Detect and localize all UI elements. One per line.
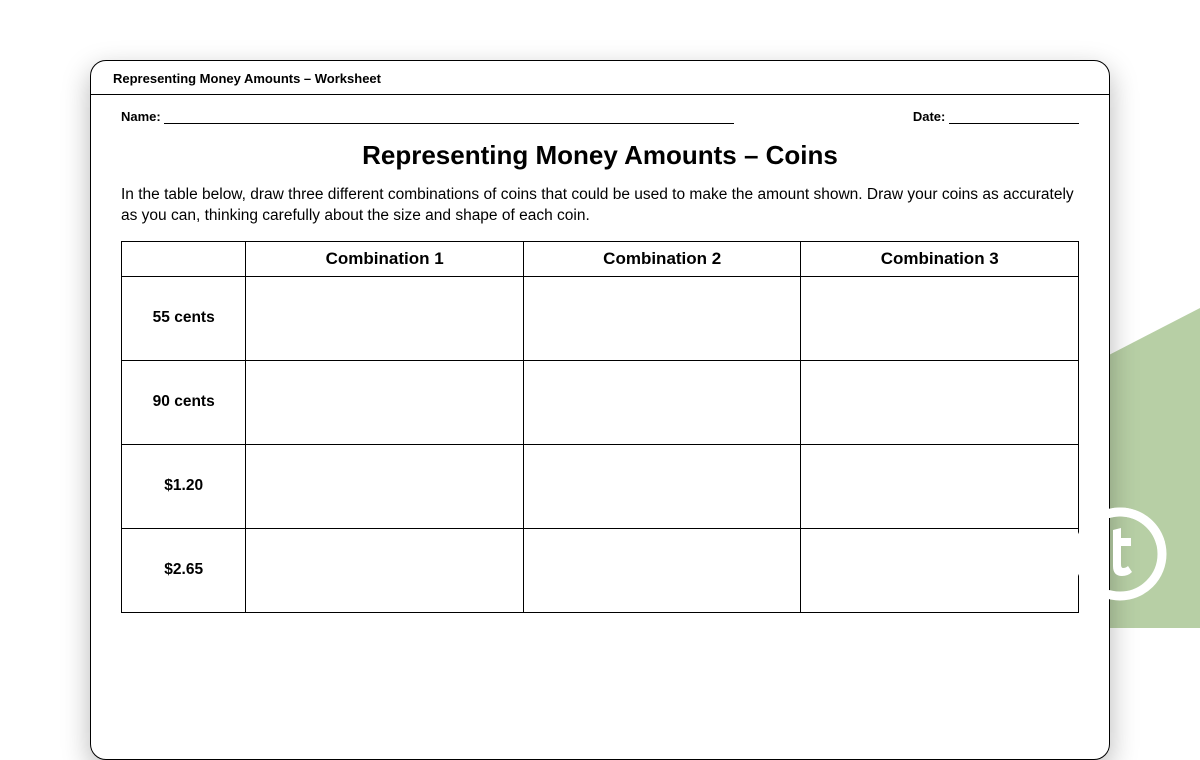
- row-label: 55 cents: [122, 276, 246, 360]
- table-cell: [523, 444, 801, 528]
- brand-logo-icon: [1070, 504, 1170, 604]
- table-header-combo1: Combination 1: [246, 241, 524, 276]
- date-label: Date:: [913, 109, 946, 124]
- document-header: Representing Money Amounts – Worksheet: [91, 61, 1109, 95]
- table-cell: [246, 444, 524, 528]
- worksheet-instructions: In the table below, draw three different…: [91, 185, 1109, 241]
- name-field: Name:: [121, 109, 734, 124]
- row-label: $1.20: [122, 444, 246, 528]
- table-cell: [801, 360, 1079, 444]
- table-cell: [801, 444, 1079, 528]
- combinations-table: Combination 1 Combination 2 Combination …: [121, 241, 1079, 613]
- table-cell: [801, 528, 1079, 612]
- date-blank-line: [949, 123, 1079, 124]
- worksheet-title: Representing Money Amounts – Coins: [91, 130, 1109, 185]
- table-header-combo3: Combination 3: [801, 241, 1079, 276]
- name-blank-line: [164, 123, 734, 124]
- table-cell: [246, 276, 524, 360]
- row-label: $2.65: [122, 528, 246, 612]
- table-cell: [523, 276, 801, 360]
- table-row: $1.20: [122, 444, 1079, 528]
- name-label: Name:: [121, 109, 161, 124]
- table-row: 55 cents: [122, 276, 1079, 360]
- table-row: 90 cents: [122, 360, 1079, 444]
- table-cell: [801, 276, 1079, 360]
- table-row: $2.65: [122, 528, 1079, 612]
- table-cell: [523, 360, 801, 444]
- table-cell: [246, 360, 524, 444]
- table-header-combo2: Combination 2: [523, 241, 801, 276]
- meta-row: Name: Date:: [91, 95, 1109, 130]
- table-wrapper: Combination 1 Combination 2 Combination …: [91, 241, 1109, 613]
- table-header-empty: [122, 241, 246, 276]
- table-cell: [523, 528, 801, 612]
- worksheet-page: Representing Money Amounts – Worksheet N…: [90, 60, 1110, 760]
- table-cell: [246, 528, 524, 612]
- date-field: Date:: [913, 109, 1079, 124]
- row-label: 90 cents: [122, 360, 246, 444]
- table-header-row: Combination 1 Combination 2 Combination …: [122, 241, 1079, 276]
